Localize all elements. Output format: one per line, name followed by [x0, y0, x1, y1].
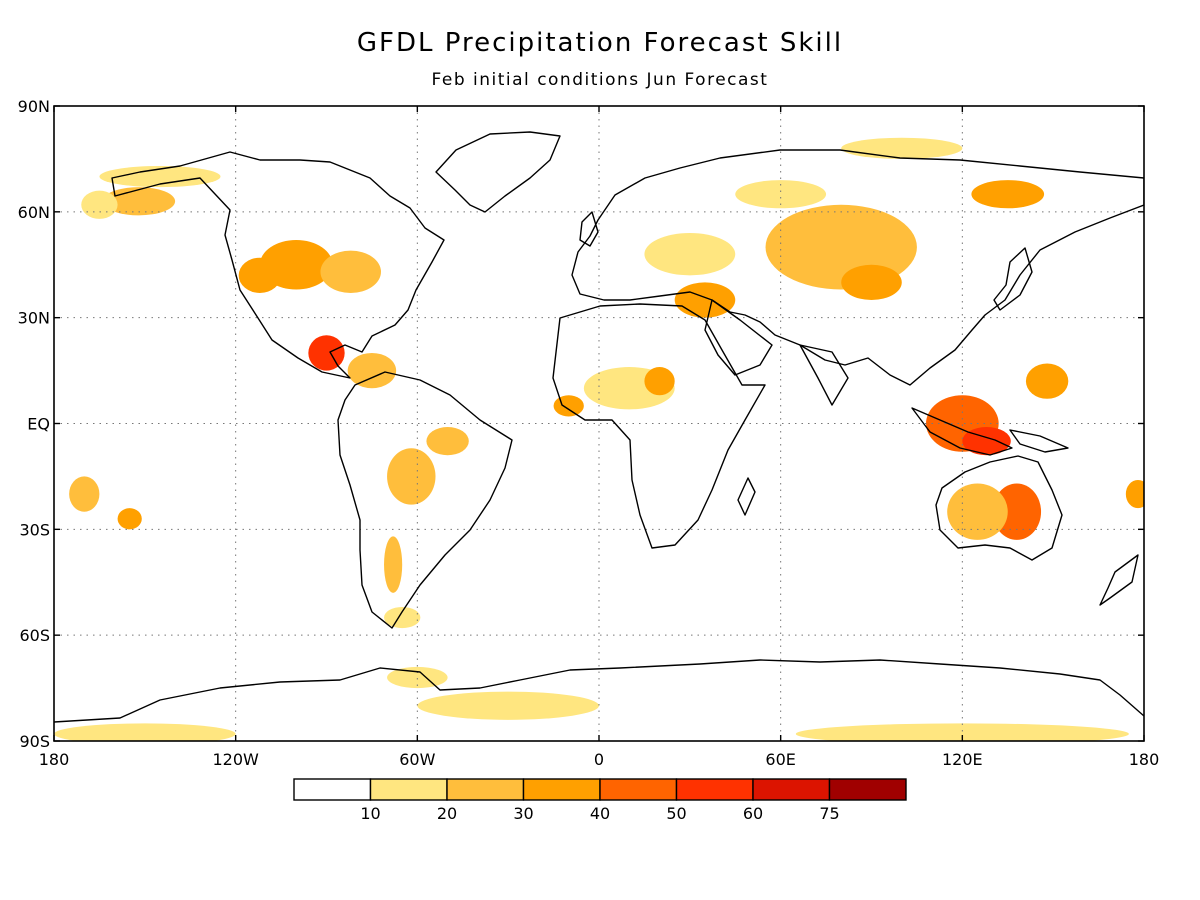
skill-shading	[54, 137, 1144, 741]
lon-tick-label: 120W	[212, 750, 259, 769]
lon-tick-label: 0	[594, 750, 604, 769]
skill-region	[1025, 363, 1069, 399]
colorbar-label: 75	[819, 804, 839, 823]
map-title: GFDL Precipitation Forecast Skill	[356, 28, 844, 58]
coast-australia	[935, 455, 1063, 561]
coast-eurasia	[571, 149, 1144, 386]
coast-india	[799, 344, 849, 406]
coast-antarctica	[54, 659, 1144, 723]
skill-region	[238, 257, 282, 293]
skill-region	[308, 335, 345, 371]
coast-uk	[579, 211, 599, 247]
skill-region	[644, 233, 736, 276]
coast-north-america	[111, 151, 445, 379]
coast-madagascar	[737, 477, 756, 516]
colorbar-swatch	[446, 778, 525, 801]
coast-new-guinea	[1009, 429, 1069, 453]
lat-tick-label: 60N	[18, 203, 50, 222]
skill-region	[426, 427, 469, 456]
coast-arabia	[704, 299, 773, 376]
skill-region	[841, 264, 902, 301]
skill-region	[387, 448, 436, 505]
colorbar-swatch	[522, 778, 601, 801]
skill-region	[841, 137, 963, 159]
lon-tick-label: 60E	[765, 750, 795, 769]
colorbar-label: 50	[666, 804, 686, 823]
lat-tick-label: 30S	[19, 520, 50, 539]
lat-tick-label: 90N	[18, 97, 50, 116]
skill-region	[320, 250, 381, 293]
lon-tick-label: 60W	[399, 750, 435, 769]
skill-region	[54, 723, 236, 741]
colorbar-label: 40	[590, 804, 610, 823]
coast-south-america	[337, 371, 513, 629]
skill-region	[99, 165, 221, 188]
colorbar-swatch	[675, 778, 754, 801]
lat-tick-label: EQ	[27, 415, 50, 434]
coast-japan	[993, 247, 1033, 311]
skill-region	[553, 395, 584, 417]
skill-region	[795, 723, 1129, 741]
colorbar-label: 30	[513, 804, 533, 823]
colorbar-swatch	[293, 778, 372, 801]
skill-region	[384, 606, 421, 629]
map-subtitle: Feb initial conditions Jun Forecast	[431, 70, 769, 90]
lat-tick-label: 60S	[19, 626, 50, 645]
skill-region	[674, 282, 736, 318]
skill-region	[1125, 479, 1144, 509]
colorbar-swatch	[752, 778, 831, 801]
lat-tick-label: 90S	[19, 732, 50, 751]
colorbar-label: 60	[743, 804, 763, 823]
colorbar-label: 20	[437, 804, 457, 823]
skill-region	[384, 536, 403, 593]
skill-region	[417, 691, 599, 720]
lon-tick-label: 180	[39, 750, 70, 769]
lat-tick-label: 30N	[18, 309, 50, 328]
skill-region	[117, 508, 142, 530]
colorbar-swatch	[599, 778, 678, 801]
skill-region	[81, 190, 118, 219]
colorbar-swatch	[369, 778, 448, 801]
coastlines	[54, 131, 1144, 723]
coast-new-zealand	[1099, 554, 1139, 606]
skill-region	[347, 352, 397, 389]
skill-region	[992, 483, 1042, 540]
skill-region	[947, 483, 1008, 540]
colorbar-label: 10	[360, 804, 380, 823]
lon-tick-label: 180	[1129, 750, 1160, 769]
lon-tick-label: 120E	[942, 750, 983, 769]
skill-region	[69, 476, 100, 512]
colorbar: 10 20 30 40 50 60 75	[293, 778, 907, 823]
coast-greenland	[435, 131, 561, 213]
colorbar-swatch	[828, 778, 907, 801]
skill-region	[735, 180, 827, 209]
skill-region	[971, 180, 1045, 209]
coast-indonesia	[911, 407, 1013, 456]
coast-africa	[552, 303, 766, 549]
skill-region	[644, 367, 675, 396]
